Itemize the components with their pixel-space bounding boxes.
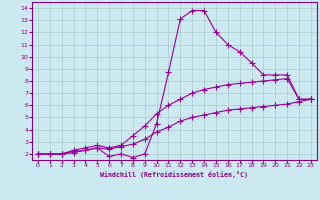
X-axis label: Windchill (Refroidissement éolien,°C): Windchill (Refroidissement éolien,°C) bbox=[100, 171, 248, 178]
